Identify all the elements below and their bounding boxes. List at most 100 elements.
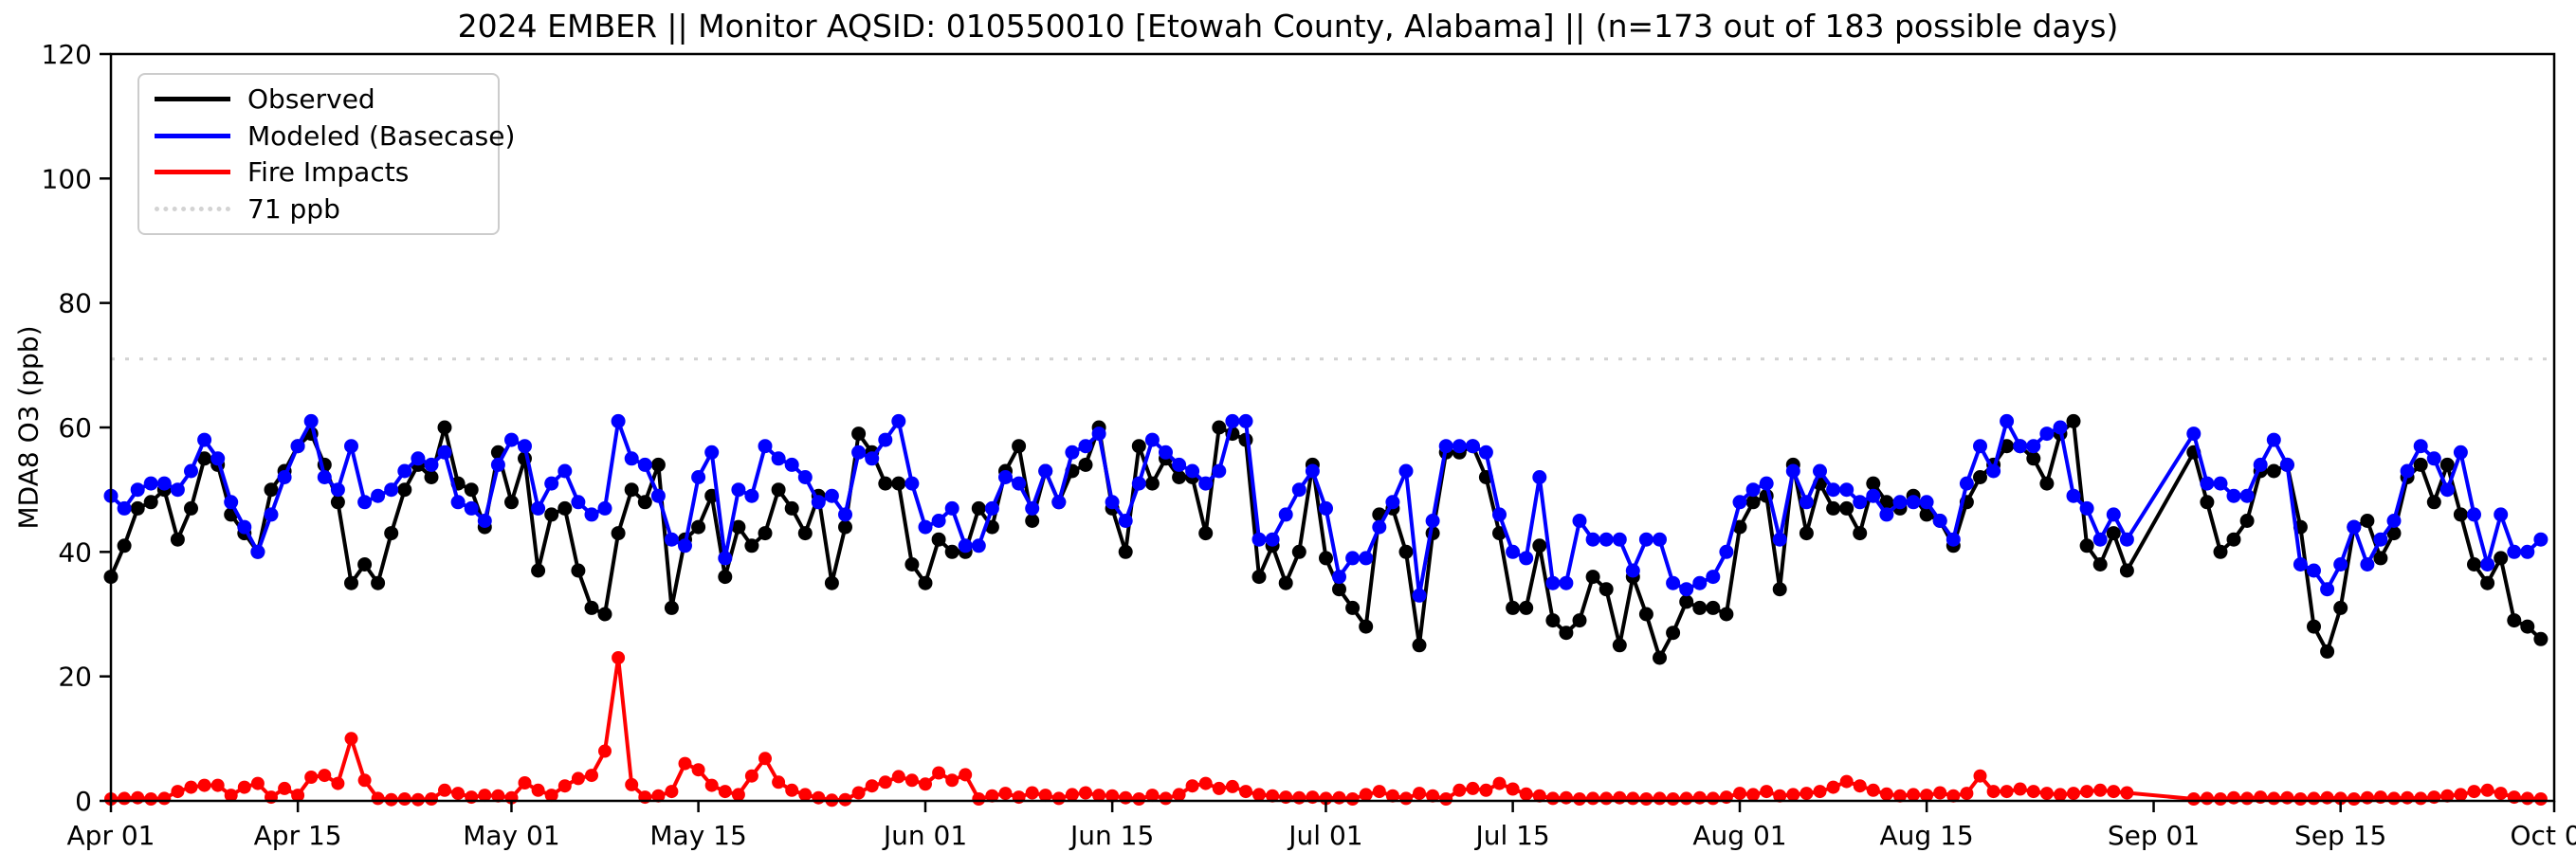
data-point (130, 500, 145, 516)
data-point (772, 775, 786, 789)
data-point (664, 532, 679, 547)
series-line (109, 419, 2543, 660)
data-point (464, 500, 479, 516)
data-point (384, 792, 398, 807)
data-point (797, 470, 813, 484)
data-point (357, 773, 372, 788)
y-tick-label: 40 (58, 536, 92, 568)
data-point (1613, 790, 1627, 805)
data-point (2400, 463, 2415, 479)
legend-item-label: Modeled (Basecase) (247, 119, 516, 152)
data-point (2533, 631, 2549, 646)
data-point (1345, 792, 1360, 806)
data-point (1144, 476, 1160, 491)
data-point (838, 507, 852, 522)
data-point (397, 463, 412, 479)
data-point (1853, 526, 1868, 541)
legend-item-label: Observed (247, 82, 375, 115)
line-swatch (155, 133, 230, 138)
data-point (371, 488, 386, 503)
data-point (451, 787, 466, 801)
data-point (1679, 791, 1693, 806)
data-point (557, 463, 573, 479)
data-point (2240, 791, 2255, 806)
y-tick-label: 60 (58, 412, 92, 444)
data-point (985, 789, 999, 803)
data-point (824, 488, 839, 503)
data-point (477, 514, 492, 528)
data-point (1198, 526, 1214, 541)
data-point (998, 470, 1013, 484)
data-point (1559, 626, 1574, 641)
data-point (904, 476, 920, 491)
data-point (1051, 495, 1067, 510)
data-point (758, 752, 772, 766)
data-point (1772, 582, 1787, 597)
data-point (1826, 500, 1841, 516)
data-point (1532, 789, 1546, 803)
data-point (785, 783, 799, 797)
data-point (2480, 557, 2495, 572)
data-point (2494, 507, 2509, 522)
data-point (144, 792, 158, 806)
data-point (1025, 500, 1040, 516)
data-point (678, 756, 692, 771)
data-point (1412, 588, 1427, 603)
data-point (2000, 439, 2015, 454)
data-point (1919, 507, 1934, 522)
data-point (1599, 791, 1614, 806)
data-point (425, 792, 438, 806)
data-point (2467, 557, 2481, 572)
data-point (984, 500, 999, 516)
y-tick-label: 120 (42, 39, 92, 70)
data-point (2480, 575, 2495, 590)
data-point (1145, 789, 1160, 803)
data-point (2253, 457, 2268, 472)
data-point (1719, 607, 1734, 622)
data-point (1345, 551, 1361, 566)
data-point (2320, 582, 2335, 597)
x-tick-label: Apr 01 (67, 820, 155, 851)
data-point (1225, 779, 1239, 793)
data-point (1506, 544, 1521, 559)
data-point (504, 432, 519, 447)
data-point (1399, 791, 1413, 806)
data-point (718, 570, 733, 585)
data-point (1185, 463, 1200, 479)
data-point (2347, 519, 2362, 535)
data-point (1959, 476, 1974, 491)
data-point (637, 495, 652, 510)
legend-item-label: Fire Impacts (247, 156, 410, 189)
data-point (624, 482, 639, 498)
data-point (1078, 439, 1093, 454)
data-point (143, 495, 158, 510)
data-point (1826, 780, 1840, 794)
data-point (1719, 544, 1734, 559)
data-point (2066, 488, 2081, 503)
data-point (2480, 783, 2494, 797)
data-point (838, 792, 852, 807)
data-point (1839, 500, 1854, 516)
data-point (571, 563, 586, 578)
data-point (1159, 445, 1173, 460)
data-point (1479, 783, 1493, 797)
data-point (758, 526, 773, 541)
data-point (1706, 570, 1721, 585)
data-point (1452, 783, 1467, 797)
data-point (1892, 495, 1908, 510)
data-point (2227, 790, 2240, 805)
data-point (1426, 789, 1440, 803)
legend-item-71-ppb: 71 ppb (139, 191, 498, 227)
data-point (384, 482, 399, 498)
data-point (2080, 785, 2094, 799)
data-point (1946, 789, 1961, 803)
data-point (210, 778, 225, 792)
data-point (878, 775, 892, 789)
data-point (2453, 507, 2468, 522)
data-point (2320, 644, 2335, 659)
legend-item-label: 71 ppb (247, 193, 340, 226)
data-point (1212, 463, 1227, 479)
x-tick-label: May 15 (649, 820, 746, 851)
data-point (878, 476, 893, 491)
data-point (731, 519, 746, 535)
